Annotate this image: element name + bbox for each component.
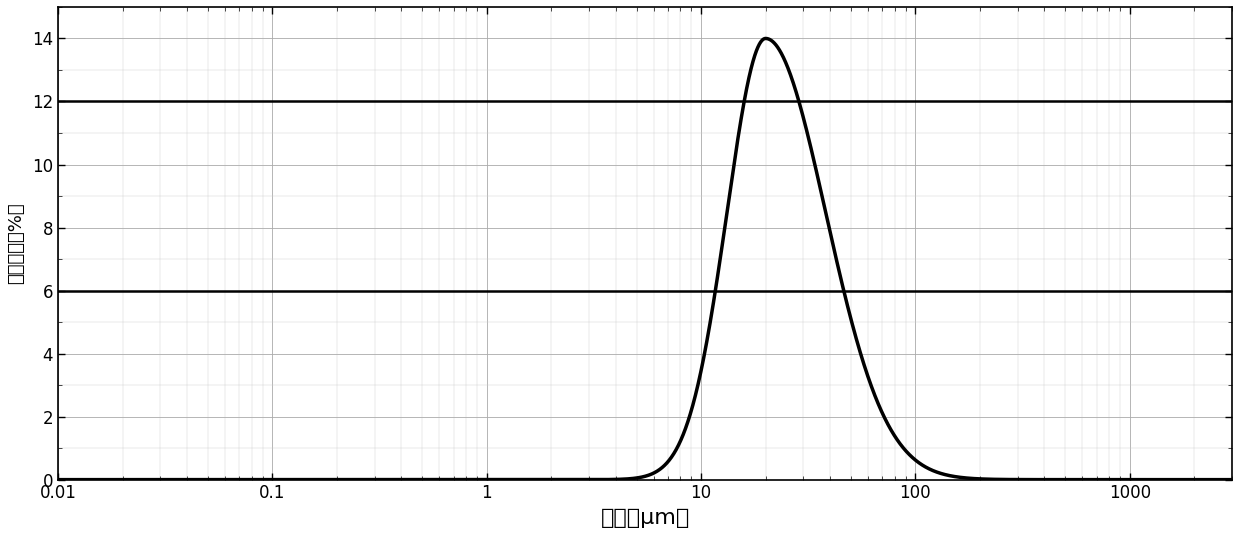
X-axis label: 粒度（μm）: 粒度（μm） xyxy=(601,508,690,528)
Y-axis label: 百分含量（%）: 百分含量（%） xyxy=(7,202,25,284)
